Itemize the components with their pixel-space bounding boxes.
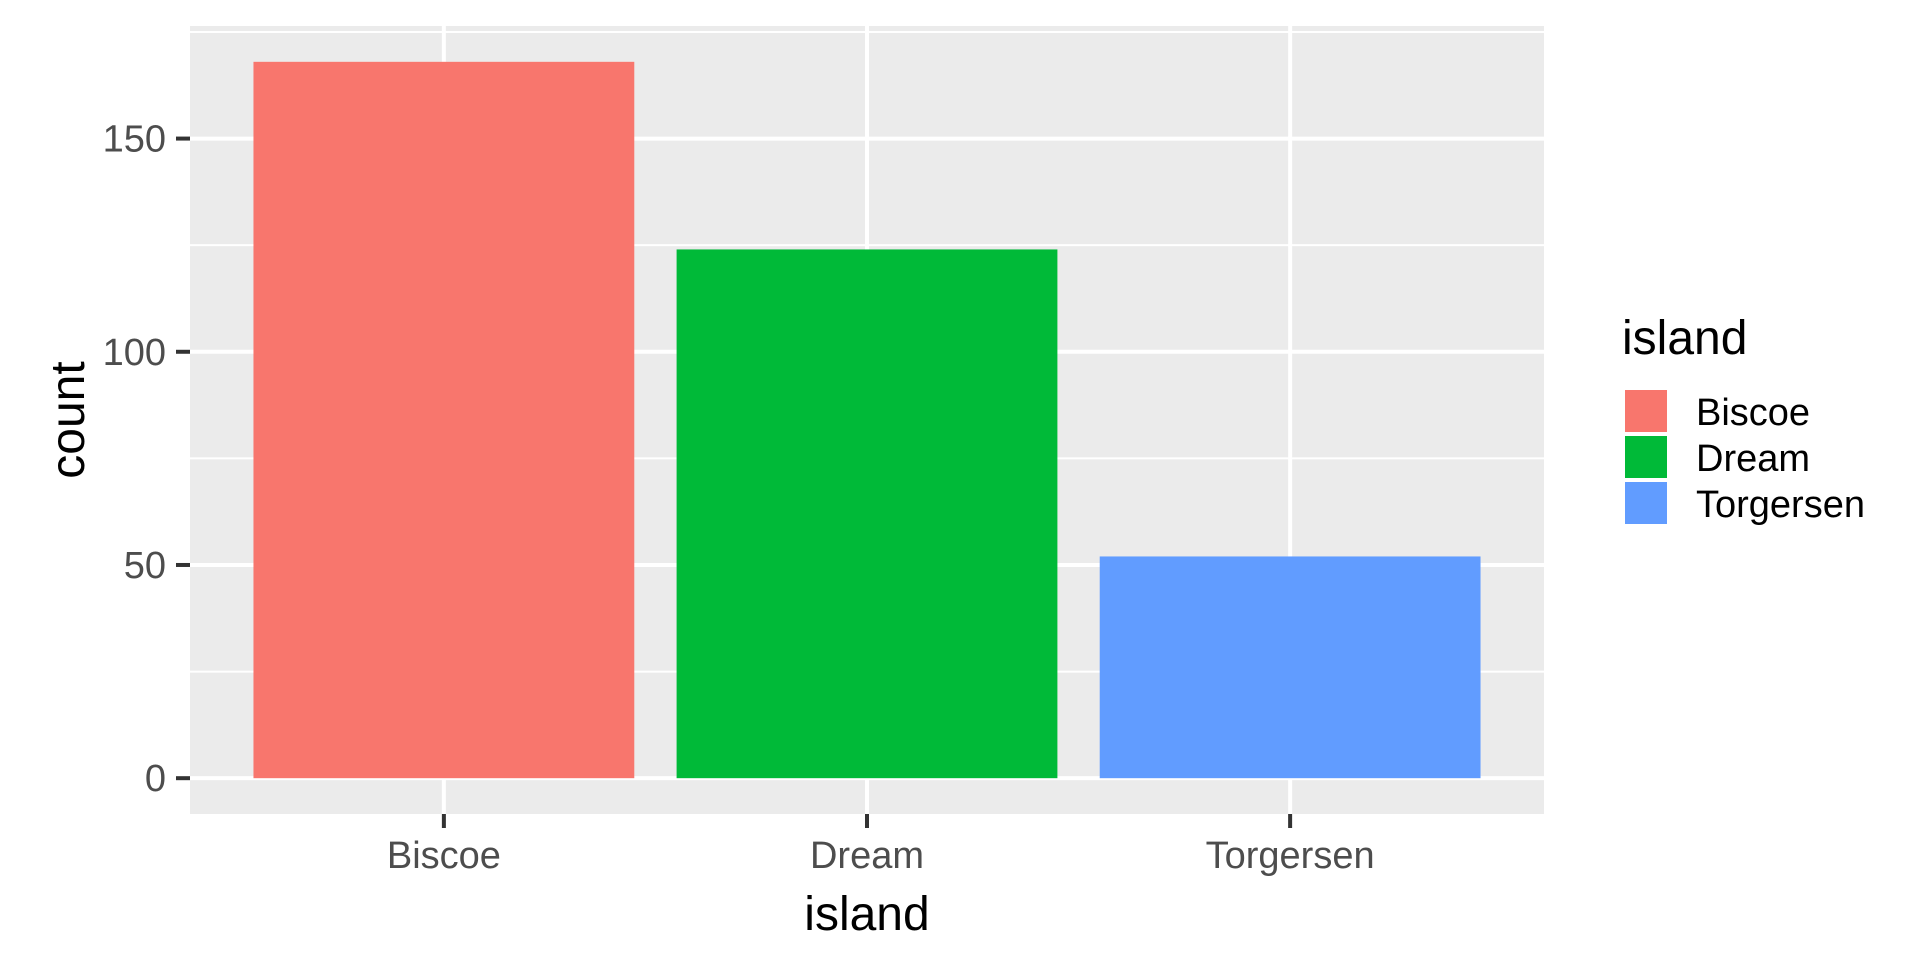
legend-key-torgersen bbox=[1623, 480, 1669, 526]
legend-key-biscoe bbox=[1623, 388, 1669, 434]
y-tick-label: 50 bbox=[124, 545, 166, 587]
x-tick-label: Dream bbox=[810, 835, 924, 877]
legend-label-dream: Dream bbox=[1696, 438, 1810, 480]
y-tick-label: 0 bbox=[145, 758, 166, 800]
y-tick-label: 100 bbox=[103, 332, 166, 374]
legend-label-biscoe: Biscoe bbox=[1696, 392, 1810, 434]
y-axis-title: count bbox=[42, 361, 95, 478]
legend-key-dream bbox=[1623, 434, 1669, 480]
x-axis: Biscoe Dream Torgersen bbox=[387, 814, 1375, 877]
legend-label-torgersen: Torgersen bbox=[1696, 484, 1865, 526]
legend-title: island bbox=[1622, 312, 1747, 365]
x-tick-label: Biscoe bbox=[387, 835, 501, 877]
y-axis: 0 50 100 150 bbox=[103, 119, 190, 800]
x-axis-title: island bbox=[804, 888, 929, 941]
bar-biscoe bbox=[253, 61, 635, 779]
bar-torgersen bbox=[1099, 556, 1481, 779]
bar-dream bbox=[676, 249, 1058, 779]
bars bbox=[253, 61, 1481, 779]
x-tick-label: Torgersen bbox=[1206, 835, 1375, 877]
y-tick-label: 150 bbox=[103, 119, 166, 161]
